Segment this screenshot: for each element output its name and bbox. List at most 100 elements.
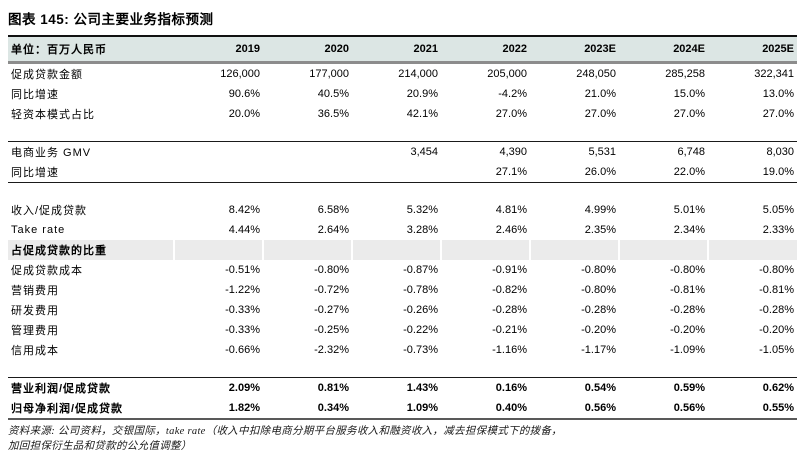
cell-value: 6,748 xyxy=(677,146,705,158)
cell-value: -0.80% xyxy=(670,264,705,276)
table-row: 研发费用 -0.33% -0.27% -0.26% -0.28% -0.28% -0.28%… xyxy=(8,300,797,320)
cell-value: 0.56% xyxy=(584,402,616,414)
row-label: 营销费用 xyxy=(11,285,59,297)
table-row: 轻资本模式占比 20.0% 36.5% 42.1% 27.0% 27.0% 27.0% 27.… xyxy=(8,104,797,124)
year-header: 2025E xyxy=(708,36,797,64)
cell-value: 90.6% xyxy=(228,88,260,100)
row-label: 轻资本模式占比 xyxy=(11,109,95,121)
cell-value: -0.20% xyxy=(759,324,794,336)
cell-value: -0.20% xyxy=(581,324,616,336)
cell-value: 4.44% xyxy=(228,224,260,236)
cell-value: -1.05% xyxy=(759,344,794,356)
cell-value: 40.5% xyxy=(317,88,349,100)
cell-value: -0.27% xyxy=(314,304,349,316)
cell-value: -0.28% xyxy=(581,304,616,316)
source-note: 资料来源: 公司资料，交银国际，take rate（收入中扣除电商分期平台服务收… xyxy=(8,425,795,454)
cell-value: 27.0% xyxy=(673,108,705,120)
cell-value: 1.09% xyxy=(406,402,438,414)
row-label: 电商业务 GMV xyxy=(11,147,92,159)
cell-value: 36.5% xyxy=(317,108,349,120)
row-label: 营业利润/促成贷款 xyxy=(11,383,112,395)
cell-value: -0.33% xyxy=(225,304,260,316)
section-header-row: 占促成贷款的比重 xyxy=(8,240,797,260)
row-label: 促成贷款金额 xyxy=(11,69,83,81)
cell-value xyxy=(173,240,263,260)
cell-value: -1.16% xyxy=(492,344,527,356)
cell-value: -0.66% xyxy=(225,344,260,356)
cell-value: 27.0% xyxy=(495,108,527,120)
cell-value: 27.0% xyxy=(762,108,794,120)
row-label: 信用成本 xyxy=(11,345,59,357)
cell-value: 0.81% xyxy=(317,382,349,394)
spacer xyxy=(8,183,797,200)
cell-value: 4,390 xyxy=(499,146,527,158)
year-header: 2022 xyxy=(441,36,530,64)
cell-value: 0.62% xyxy=(762,382,794,394)
cell-value: -0.26% xyxy=(403,304,438,316)
cell-value: -0.80% xyxy=(759,264,794,276)
cell-value: 4.99% xyxy=(584,204,616,216)
cell-value: -0.25% xyxy=(314,324,349,336)
cell-value: 3,454 xyxy=(410,146,438,158)
cell-value xyxy=(440,240,530,260)
cell-value: 26.0% xyxy=(584,166,616,178)
cell-value xyxy=(263,142,352,162)
table-row: 同比增速 27.1% 26.0% 22.0% 19.0% xyxy=(8,162,797,183)
divider-line xyxy=(8,141,797,142)
table-row: 促成贷款成本 -0.51% -0.80% -0.87% -0.91% -0.80% -0.8… xyxy=(8,260,797,280)
spacer xyxy=(8,124,797,142)
cell-value xyxy=(618,240,708,260)
cell-value: -0.78% xyxy=(403,284,438,296)
table-row: 同比增速 90.6% 40.5% 20.9% -4.2% 21.0% 15.0% 13.0% xyxy=(8,84,797,104)
divider-row xyxy=(8,377,797,378)
table-row: 营业利润/促成贷款 2.09% 0.81% 1.43% 0.16% 0.54% 0.59% 0… xyxy=(8,378,797,398)
cell-value: -0.22% xyxy=(403,324,438,336)
cell-value: 13.0% xyxy=(762,88,794,100)
cell-value: 126,000 xyxy=(220,68,260,80)
table-header-row: 单位：百万人民币 2019 2020 2021 2022 2023E 2024E 2025E xyxy=(8,36,797,64)
cell-value: 4.81% xyxy=(495,204,527,216)
cell-value: 6.58% xyxy=(317,204,349,216)
cell-value: 15.0% xyxy=(673,88,705,100)
cell-value: 248,050 xyxy=(576,68,616,80)
cell-value: 1.82% xyxy=(228,402,260,414)
cell-value: 27.0% xyxy=(584,108,616,120)
cell-value: 1.43% xyxy=(406,382,438,394)
divider-row xyxy=(8,182,797,183)
row-label: 占促成贷款的比重 xyxy=(8,240,174,260)
cell-value: 8.42% xyxy=(228,204,260,216)
cell-value: 0.54% xyxy=(584,382,616,394)
cell-value xyxy=(351,240,441,260)
cell-value: 5.01% xyxy=(673,204,705,216)
cell-value: -0.80% xyxy=(581,284,616,296)
cell-value xyxy=(174,142,263,162)
cell-value: -0.28% xyxy=(492,304,527,316)
year-header: 2023E xyxy=(530,36,619,64)
cell-value xyxy=(352,162,441,183)
divider-line xyxy=(8,182,797,183)
source-note-line2: 加回担保衍生品和贷款的公允值调整） xyxy=(8,440,192,452)
cell-value: -1.22% xyxy=(225,284,260,296)
table-row: 信用成本 -0.66% -2.32% -0.73% -1.16% -1.17% -1.09%… xyxy=(8,340,797,360)
cell-value: -0.20% xyxy=(670,324,705,336)
cell-value: -0.33% xyxy=(225,324,260,336)
year-header: 2024E xyxy=(619,36,708,64)
cell-value: -0.80% xyxy=(581,264,616,276)
cell-value: -0.73% xyxy=(403,344,438,356)
row-label: Take rate xyxy=(11,224,66,236)
cell-value: -2.32% xyxy=(314,344,349,356)
cell-value: 5.32% xyxy=(406,204,438,216)
unit-label: 单位：百万人民币 xyxy=(8,36,174,64)
cell-value: -1.17% xyxy=(581,344,616,356)
cell-value: -0.28% xyxy=(670,304,705,316)
table-row: 电商业务 GMV 3,454 4,390 5,531 6,748 8,030 xyxy=(8,142,797,162)
spacer xyxy=(8,360,797,378)
table-row: Take rate 4.44% 2.64% 3.28% 2.46% 2.35% 2.34% 2… xyxy=(8,220,797,240)
cell-value: -4.2% xyxy=(498,88,527,100)
cell-value xyxy=(529,240,619,260)
table-row: 管理费用 -0.33% -0.25% -0.22% -0.21% -0.20% -0.20%… xyxy=(8,320,797,340)
row-label: 收入/促成贷款 xyxy=(11,205,88,217)
cell-value: 0.59% xyxy=(673,382,705,394)
row-label: 同比增速 xyxy=(11,167,59,179)
cell-value: -0.51% xyxy=(225,264,260,276)
